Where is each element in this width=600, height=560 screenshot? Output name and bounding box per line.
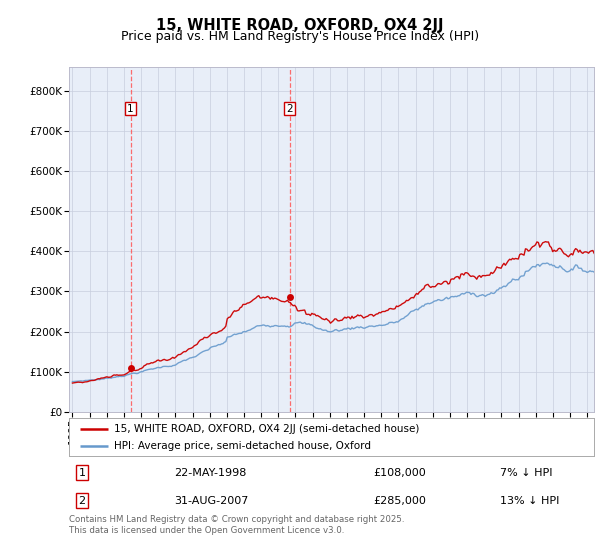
Text: HPI: Average price, semi-detached house, Oxford: HPI: Average price, semi-detached house,… (113, 441, 371, 451)
Text: 31-AUG-2007: 31-AUG-2007 (174, 496, 248, 506)
Text: 1: 1 (79, 468, 86, 478)
Text: £285,000: £285,000 (373, 496, 427, 506)
Text: 15, WHITE ROAD, OXFORD, OX4 2JJ: 15, WHITE ROAD, OXFORD, OX4 2JJ (156, 18, 444, 32)
Text: 22-MAY-1998: 22-MAY-1998 (174, 468, 247, 478)
Text: £108,000: £108,000 (373, 468, 426, 478)
Text: 2: 2 (286, 104, 293, 114)
Text: 2: 2 (79, 496, 86, 506)
Text: Price paid vs. HM Land Registry's House Price Index (HPI): Price paid vs. HM Land Registry's House … (121, 30, 479, 43)
Text: 15, WHITE ROAD, OXFORD, OX4 2JJ (semi-detached house): 15, WHITE ROAD, OXFORD, OX4 2JJ (semi-de… (113, 423, 419, 433)
Text: 13% ↓ HPI: 13% ↓ HPI (499, 496, 559, 506)
Text: 7% ↓ HPI: 7% ↓ HPI (499, 468, 552, 478)
Text: Contains HM Land Registry data © Crown copyright and database right 2025.
This d: Contains HM Land Registry data © Crown c… (69, 515, 404, 535)
Text: 1: 1 (127, 104, 134, 114)
